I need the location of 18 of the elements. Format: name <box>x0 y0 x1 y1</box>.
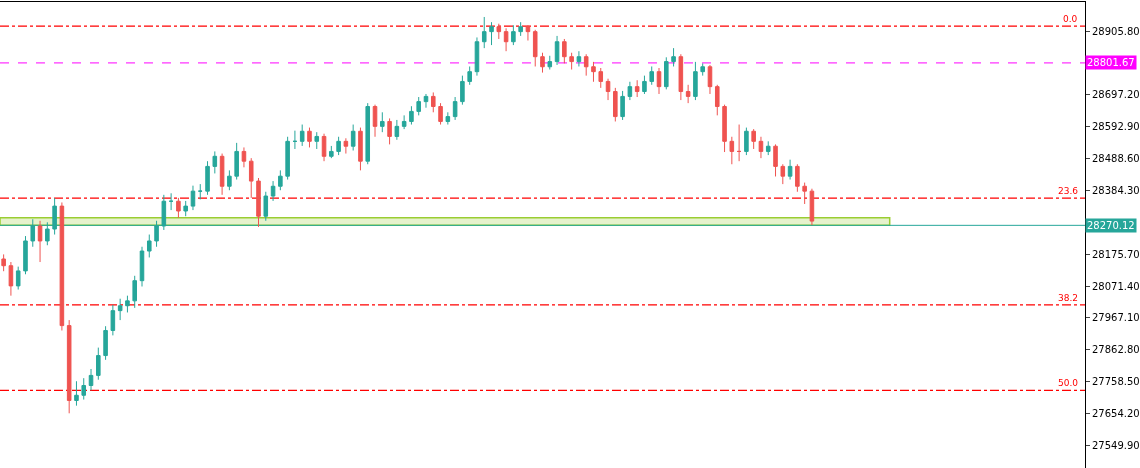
ref-line-label: 28270.12 <box>1087 220 1135 231</box>
y-tick-label: 28697.20 <box>1092 89 1140 101</box>
y-tick-label: 27549.90 <box>1092 439 1140 451</box>
y-tick-label: 28488.60 <box>1092 153 1140 165</box>
y-tick-label: 27862.80 <box>1092 344 1140 356</box>
y-tick-label: 27758.50 <box>1092 376 1140 388</box>
ref-line-label: 28801.67 <box>1087 57 1135 68</box>
annotation: 50.0 <box>1058 378 1079 388</box>
annotation: 0.0 <box>1063 14 1078 24</box>
y-tick-label: 27654.20 <box>1092 408 1140 420</box>
y-tick-label: 27967.10 <box>1092 312 1140 324</box>
y-tick-label: 28905.80 <box>1092 25 1140 37</box>
y-tick-label: 28175.70 <box>1092 248 1140 260</box>
annotation: 23.6 <box>1058 186 1079 196</box>
y-tick-label: 28592.90 <box>1092 121 1140 133</box>
annotation: 38.2 <box>1058 293 1079 303</box>
y-tick-label: 28071.40 <box>1092 280 1140 292</box>
y-tick-label: 28384.30 <box>1092 184 1140 196</box>
